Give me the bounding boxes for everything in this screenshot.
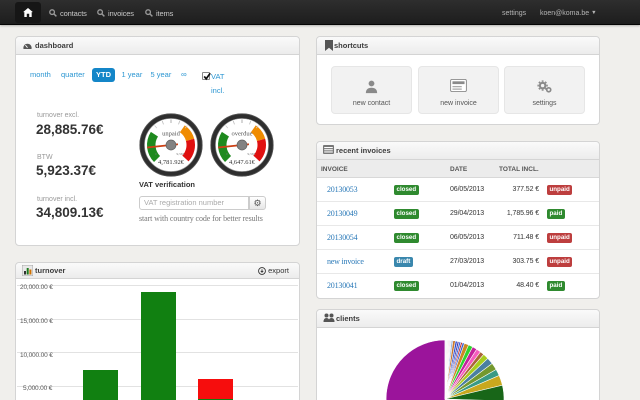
- svg-text:9,563: 9,563: [248, 152, 256, 157]
- svg-text:unpaid: unpaid: [162, 131, 180, 138]
- svg-text:4,781.92€: 4,781.92€: [158, 159, 185, 166]
- svg-text:4,647.61€: 4,647.61€: [229, 159, 256, 166]
- svg-text:9,563: 9,563: [177, 152, 185, 157]
- svg-text:overdue: overdue: [232, 131, 253, 138]
- svg-text:0: 0: [155, 152, 157, 156]
- svg-text:0: 0: [226, 152, 228, 156]
